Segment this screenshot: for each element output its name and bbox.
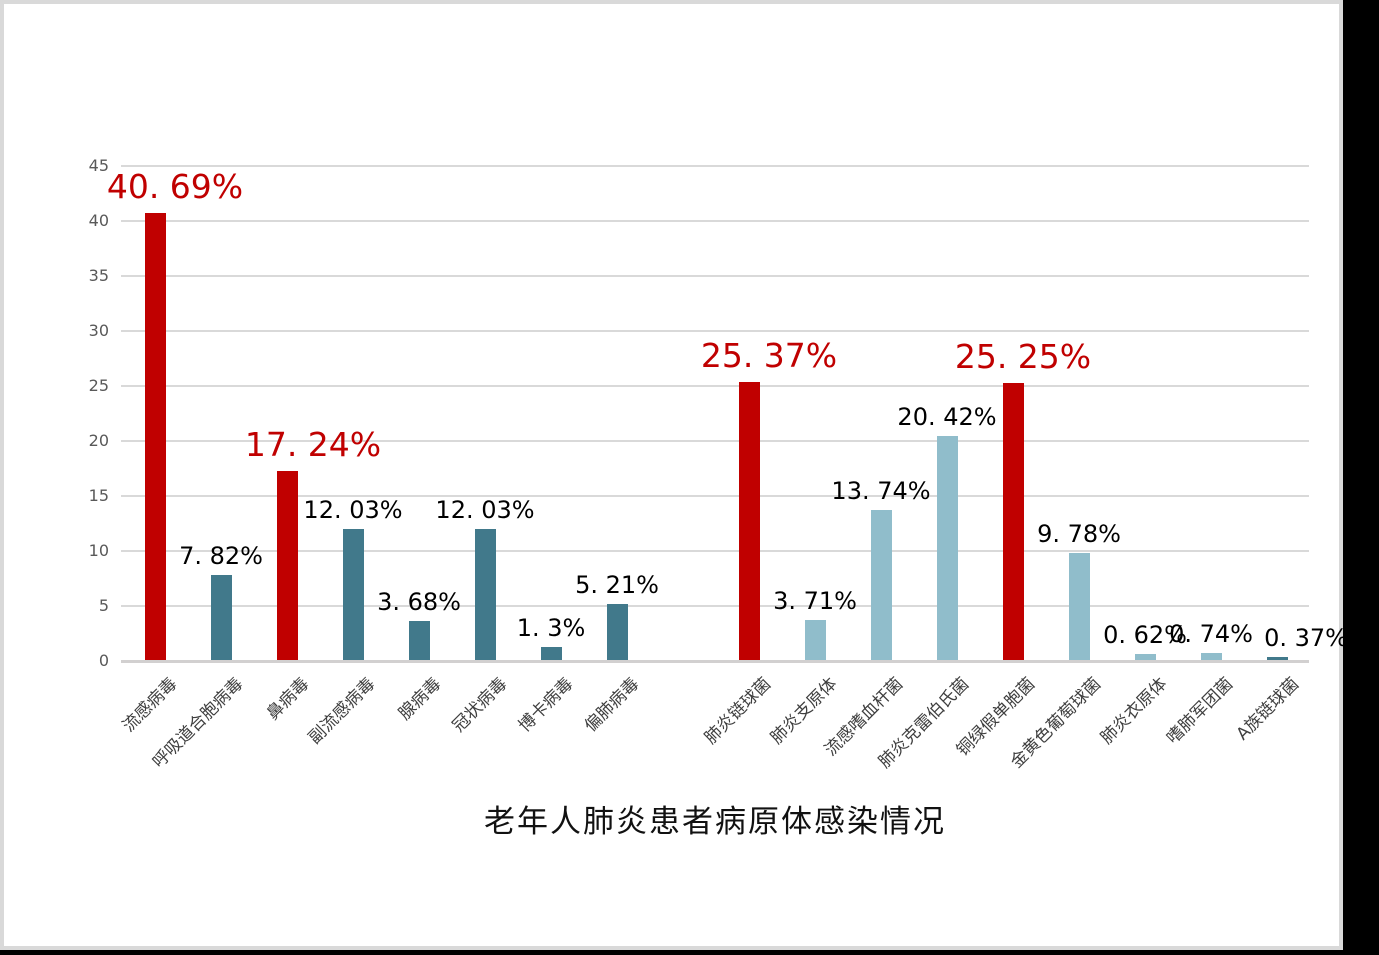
bar-3 <box>343 529 364 661</box>
bar-4 <box>409 621 430 661</box>
value-label-10: 3. 71% <box>773 587 857 615</box>
bar-2 <box>277 471 298 661</box>
value-label-0: 40. 69% <box>106 167 244 206</box>
y-tick-label: 15 <box>88 486 109 505</box>
value-label-7: 5. 21% <box>575 571 659 599</box>
bar-12 <box>937 436 958 661</box>
gridline <box>121 440 1309 442</box>
y-tick-label: 40 <box>88 211 109 230</box>
gridline <box>121 495 1309 497</box>
value-label-15: 0. 62% <box>1103 621 1187 649</box>
value-label-9: 25. 37% <box>700 336 838 375</box>
bar-10 <box>805 620 826 661</box>
value-label-13: 25. 25% <box>954 337 1092 376</box>
value-label-17: 0. 37% <box>1264 624 1348 652</box>
value-label-6: 1. 3% <box>516 614 586 642</box>
bar-1 <box>211 575 232 661</box>
value-label-14: 9. 78% <box>1037 520 1121 548</box>
y-tick-label: 0 <box>98 651 109 670</box>
value-label-16: 0. 74% <box>1169 620 1253 648</box>
bar-5 <box>475 529 496 661</box>
bar-13 <box>1003 383 1024 661</box>
gridline <box>121 385 1309 387</box>
y-tick-label: 35 <box>88 266 109 285</box>
bar-16 <box>1201 653 1222 661</box>
bar-15 <box>1135 654 1156 661</box>
gridline <box>121 275 1309 277</box>
gridline <box>121 330 1309 332</box>
value-label-2: 17. 24% <box>244 425 382 464</box>
value-label-11: 13. 74% <box>831 477 931 505</box>
gridline <box>121 165 1309 167</box>
x-axis-line <box>121 660 1309 663</box>
value-label-1: 7. 82% <box>179 542 263 570</box>
bar-6 <box>541 647 562 661</box>
bar-0 <box>145 213 166 661</box>
chart-canvas: 0 5 10 15 20 25 30 35 40 45 40. 69% 7. 82% 17. 24% 1… <box>0 0 1343 950</box>
plot-area: 0 5 10 15 20 25 30 35 40 45 40. 69% 7. 82% 17. 24% 1… <box>4 4 1348 946</box>
bar-9 <box>739 382 760 661</box>
value-label-5: 12. 03% <box>435 496 535 524</box>
value-label-3: 12. 03% <box>303 496 403 524</box>
bar-14 <box>1069 553 1090 661</box>
bar-17 <box>1267 657 1288 661</box>
gridline <box>121 220 1309 222</box>
y-tick-label: 10 <box>88 541 109 560</box>
y-tick-label: 30 <box>88 321 109 340</box>
y-tick-label: 25 <box>88 376 109 395</box>
chart-title: 老年人肺炎患者病原体感染情况 <box>484 804 946 840</box>
bar-11 <box>871 510 892 661</box>
gridline <box>121 550 1309 552</box>
y-tick-label: 45 <box>88 156 109 175</box>
y-tick-label: 20 <box>88 431 109 450</box>
gridline <box>121 605 1309 607</box>
value-label-4: 3. 68% <box>377 588 461 616</box>
value-label-12: 20. 42% <box>897 403 997 431</box>
bar-7 <box>607 604 628 661</box>
y-tick-label: 5 <box>98 596 109 615</box>
